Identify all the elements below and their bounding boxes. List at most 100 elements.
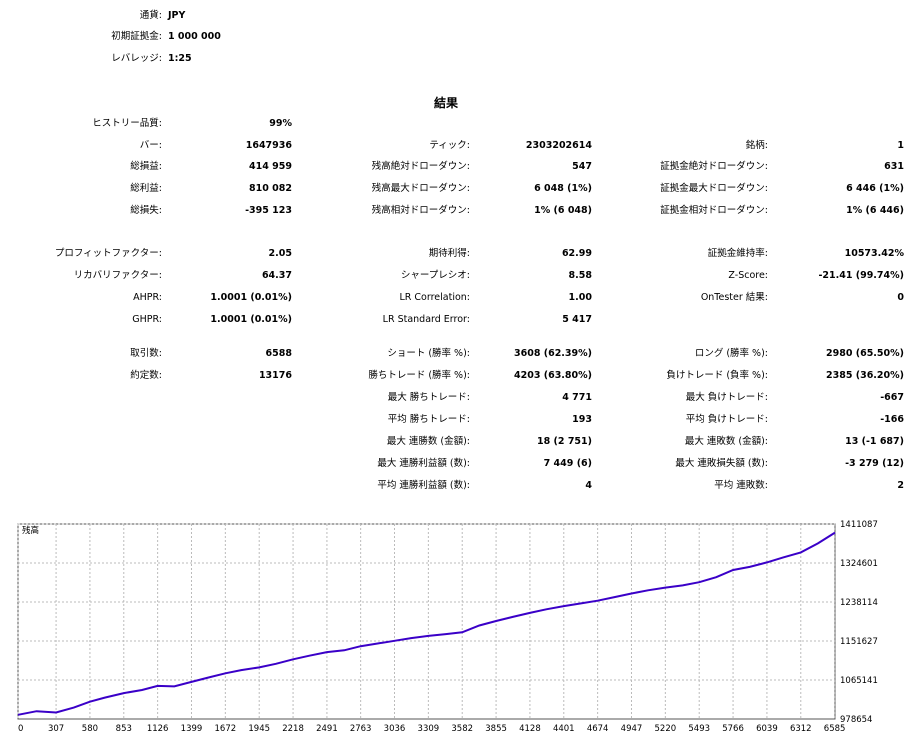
x-tick-label: 1126 (147, 724, 169, 734)
stat-value: 1647936 (245, 140, 292, 151)
stat-label: 総損失: (130, 205, 162, 216)
stat-label: AHPR: (133, 292, 162, 303)
x-tick-label: 5220 (655, 724, 677, 734)
stat-value: 6 048 (1%) (534, 183, 592, 194)
stat-label: バー: (139, 140, 162, 151)
stat-label: 平均 勝ちトレード: (387, 414, 470, 425)
stat-value: 62.99 (561, 248, 592, 259)
stat-label: GHPR: (132, 314, 162, 325)
stat-label: ティック: (429, 140, 470, 151)
stat-label: 残高相対ドローダウン: (371, 205, 470, 216)
stat-label: 最大 連敗損失額 (数): (675, 458, 768, 469)
stat-label: 証拠金最大ドローダウン: (660, 183, 768, 194)
stat-label: 総利益: (130, 183, 162, 194)
stat-value: 1.00 (568, 292, 592, 303)
stat-label: ロング (勝率 %): (694, 348, 768, 359)
results-title: 結果 (434, 96, 459, 110)
x-tick-label: 2763 (350, 724, 372, 734)
stat-label: 最大 負けトレード: (685, 392, 768, 403)
stat-label: 取引数: (130, 348, 162, 359)
stat-value: 4 (585, 480, 592, 491)
stat-value: 4 771 (562, 392, 592, 403)
stat-label: 約定数: (130, 370, 162, 381)
x-tick-label: 5493 (688, 724, 710, 734)
stat-label: シャープレシオ: (400, 270, 470, 281)
stat-label: 最大 連勝利益額 (数): (377, 458, 470, 469)
stat-value: 6 446 (1%) (846, 183, 904, 194)
x-tick-label: 3855 (485, 724, 507, 734)
y-tick-label: 1238114 (840, 598, 878, 608)
stat-value: 1% (6 446) (846, 205, 904, 216)
leverage-label: レバレッジ: (111, 53, 162, 64)
y-tick-label: 1411087 (840, 520, 878, 530)
stat-value: 1% (6 048) (534, 205, 592, 216)
stat-label: LR Correlation: (399, 292, 471, 303)
stat-value: 99% (269, 118, 292, 129)
stat-label: 平均 負けトレード: (685, 414, 768, 425)
x-tick-labels: 0 307 580 853 1126 1399 1672 1945 2218 2491 2763 30… (18, 724, 845, 734)
stat-label: プロフィットファクター: (54, 248, 162, 259)
stat-label: OnTester 結果: (700, 292, 768, 303)
stat-value: -166 (880, 414, 904, 425)
stat-label: 証拠金維持率: (707, 248, 768, 259)
stat-label: 総損益: (130, 161, 162, 172)
stat-value: 5 417 (562, 314, 592, 325)
stat-value: -667 (880, 392, 904, 403)
stat-value: 7 449 (6) (543, 458, 592, 469)
stat-value: -21.41 (99.74%) (818, 270, 904, 281)
stat-value: 414 959 (249, 161, 292, 172)
x-tick-label: 4674 (587, 724, 609, 734)
x-tick-label: 3309 (418, 724, 440, 734)
stat-value: 4203 (63.80%) (514, 370, 592, 381)
stat-value: 10573.42% (844, 248, 904, 259)
deposit-label: 初期証拠金: (111, 31, 162, 42)
stat-value: 64.37 (261, 270, 292, 281)
y-tick-label: 1065141 (840, 676, 878, 686)
x-tick-label: 3036 (384, 724, 406, 734)
stat-value: 18 (2 751) (537, 436, 592, 447)
stat-label: 残高絶対ドローダウン: (371, 161, 470, 172)
stat-value: 13 (-1 687) (845, 436, 904, 447)
stat-label: ヒストリー品質: (92, 118, 162, 129)
stat-label: 平均 連敗数: (714, 480, 768, 491)
x-tick-label: 3582 (451, 724, 473, 734)
stat-value: 8.58 (568, 270, 592, 281)
x-tick-label: 4947 (621, 724, 643, 734)
stat-label: リカバリファクター: (73, 270, 162, 281)
stat-value: 547 (572, 161, 592, 172)
x-tick-label: 6039 (756, 724, 778, 734)
x-tick-label: 1945 (248, 724, 270, 734)
x-tick-label: 4128 (519, 724, 541, 734)
stat-label: ショート (勝率 %): (387, 348, 470, 359)
stat-value: 1.0001 (0.01%) (210, 314, 292, 325)
stat-value: 1 (897, 140, 904, 151)
stat-label: 証拠金絶対ドローダウン: (660, 161, 768, 172)
stat-label: 勝ちトレード (勝率 %): (368, 370, 470, 381)
stat-value: 2303202614 (525, 140, 592, 151)
stat-value: 2.05 (268, 248, 292, 259)
x-tick-label: 2491 (316, 724, 338, 734)
stat-label: 銘柄: (745, 140, 768, 151)
leverage-value: 1:25 (168, 53, 192, 64)
y-tick-label: 1324601 (840, 559, 878, 569)
stat-value: 3608 (62.39%) (514, 348, 592, 359)
stat-value: 0 (897, 292, 904, 303)
grid (17, 523, 836, 719)
x-tick-label: 580 (82, 724, 98, 734)
x-tick-label: 1399 (181, 724, 203, 734)
currency-label: 通貨: (139, 10, 162, 21)
y-tick-label: 978654 (840, 715, 872, 725)
balance-chart: 1411087 1324601 1238114 1151627 1065141 97865… (17, 520, 878, 734)
chart-title: 残高 (22, 525, 39, 536)
x-tick-label: 4401 (553, 724, 575, 734)
stat-label: Z-Score: (728, 270, 768, 281)
x-tick-label: 2218 (282, 724, 304, 734)
stat-label: LR Standard Error: (382, 314, 470, 325)
stat-value: 193 (572, 414, 592, 425)
x-tick-label: 307 (48, 724, 64, 734)
stat-label: 証拠金相対ドローダウン: (660, 205, 768, 216)
x-tick-label: 6312 (790, 724, 812, 734)
stat-value: 13176 (258, 370, 292, 381)
x-tick-label: 0 (18, 724, 23, 734)
stat-value: -3 279 (12) (845, 458, 904, 469)
